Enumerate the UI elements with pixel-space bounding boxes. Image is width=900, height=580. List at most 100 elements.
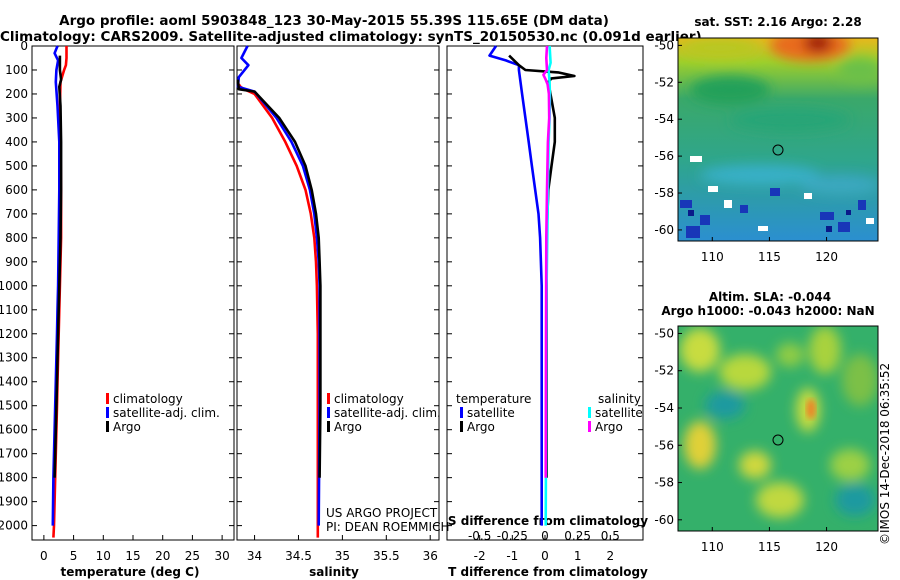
difference-xtick-label: 1: [574, 549, 582, 563]
legend-swatch-argo: [106, 421, 109, 432]
sst-map-frame: [677, 37, 879, 242]
sst-map-title: sat. SST: 2.16 Argo: 2.28: [694, 15, 861, 29]
temperature-legend: climatology satellite-adj. clim. Argo: [106, 392, 220, 434]
sla-lat-tick-label: -54: [654, 401, 674, 415]
depth-tick-label: 200: [5, 87, 28, 101]
difference-stick-label: 0.5: [601, 529, 620, 543]
legend-swatch-argo: [327, 421, 330, 432]
sla-map-image: [678, 326, 878, 531]
legend-label-satellite: satellite-adj. clim.: [334, 406, 441, 420]
depth-tick-label: 500: [5, 159, 28, 173]
legend-swatch-s-argo: [588, 421, 591, 432]
legend-swatch-t-satellite: [460, 407, 463, 418]
temperature-xtick-label: 15: [125, 549, 140, 563]
depth-tick-label: 900: [5, 255, 28, 269]
sla-lon-tick-label: 115: [758, 540, 781, 554]
difference-xtick-label: -2: [474, 549, 486, 563]
legend-label-climatology: climatology: [334, 392, 404, 406]
difference-stick-label: 0: [541, 529, 549, 543]
depth-tick-label: 0: [20, 39, 28, 53]
depth-tick-label: 700: [5, 207, 28, 221]
legend-swatch-climatology: [327, 393, 330, 404]
temperature-xtick-label: 20: [155, 549, 170, 563]
temperature-xtick-label: 30: [214, 549, 229, 563]
depth-tick-label: 1200: [0, 327, 28, 341]
sla-map-subtitle: Argo h1000: -0.043 h2000: NaN: [661, 304, 874, 318]
sst-lat-tick-label: -60: [654, 223, 674, 237]
salinity-xlabel: salinity: [309, 565, 359, 579]
sla-argo-location-marker: [772, 434, 784, 446]
legend-label-s-argo: Argo: [595, 420, 623, 434]
difference-stick-label: -0.5: [468, 529, 491, 543]
sla-lat-tick-label: -60: [654, 513, 674, 527]
sst-lat-tick-label: -50: [654, 38, 674, 52]
depth-tick-label: 1100: [0, 303, 28, 317]
legend-swatch-t-argo: [460, 421, 463, 432]
sst-lat-tick-label: -52: [654, 75, 674, 89]
legend-label-t-satellite: satellite: [467, 406, 515, 420]
salinity-xtick-label: 34: [247, 549, 262, 563]
temperature-xtick-label: 0: [40, 549, 48, 563]
difference-xlabel: T difference from climatology: [448, 565, 648, 579]
depth-tick-label: 2000: [0, 519, 28, 533]
difference-series-salinity-argo: [542, 45, 551, 478]
legend-title-temperature: temperature: [456, 392, 531, 406]
project-annotation: US ARGO PROJECT: [326, 506, 438, 520]
depth-tick-label: 800: [5, 231, 28, 245]
sla-lon-tick-label: 120: [815, 540, 838, 554]
salinity-xtick-label: 34.5: [285, 549, 312, 563]
salinity-legend: climatology satellite-adj. clim. Argo: [327, 392, 441, 434]
temperature-xtick-label: 5: [70, 549, 78, 563]
temperature-series-argo: [53, 55, 63, 478]
sla-map-title: Altim. SLA: -0.044: [709, 290, 831, 304]
difference-xtick-label: -1: [506, 549, 518, 563]
sst-argo-location-marker: [772, 144, 784, 156]
depth-tick-label: 1000: [0, 279, 28, 293]
legend-label-climatology: climatology: [113, 392, 183, 406]
imos-credit: ©IMOS 14-Dec-2018 06:35:52: [878, 363, 892, 545]
temperature-xlabel: temperature (deg C): [61, 565, 200, 579]
sst-lon-tick-label: 120: [815, 250, 838, 264]
depth-tick-label: 1500: [0, 399, 28, 413]
depth-tick-label: 1700: [0, 447, 28, 461]
sst-map-image: [678, 38, 878, 241]
salinity-series-argo: [236, 79, 322, 478]
difference-series-temperature-satellite: [488, 45, 544, 526]
temperature-xtick-label: 25: [185, 549, 200, 563]
depth-tick-label: 1900: [0, 495, 28, 509]
depth-tick-label: 1400: [0, 375, 28, 389]
legend-label-argo: Argo: [113, 420, 141, 434]
s-difference-label: S difference from climatology: [448, 514, 648, 528]
temperature-plot-frame: [31, 45, 235, 541]
difference-stick-label: 0.25: [564, 529, 591, 543]
temperature-xtick-label: 10: [96, 549, 111, 563]
sst-lat-tick-label: -56: [654, 149, 674, 163]
sla-lon-tick-label: 110: [701, 540, 724, 554]
depth-tick-label: 1600: [0, 423, 28, 437]
sla-lat-tick-label: -56: [654, 438, 674, 452]
legend-label-argo: Argo: [334, 420, 362, 434]
sla-map-frame: [677, 325, 879, 532]
depth-tick-label: 100: [5, 63, 28, 77]
sla-lat-tick-label: -50: [654, 326, 674, 340]
plot-title-line2: Climatology: CARS2009. Satellite-adjuste…: [0, 29, 702, 45]
depth-tick-label: 1800: [0, 471, 28, 485]
salinity-xtick-label: 35: [335, 549, 350, 563]
plot-title-line1: Argo profile: aoml 5903848_123 30-May-20…: [59, 13, 609, 29]
difference-xtick-label: 2: [607, 549, 615, 563]
salinity-xtick-label: 36: [423, 549, 438, 563]
sst-lon-tick-label: 110: [701, 250, 724, 264]
sla-lat-tick-label: -58: [654, 476, 674, 490]
salinity-xtick-label: 35.5: [373, 549, 400, 563]
legend-swatch-satellite: [327, 407, 330, 418]
sst-lat-tick-label: -58: [654, 186, 674, 200]
sst-lat-tick-label: -54: [654, 112, 674, 126]
legend-label-s-satellite: satellite: [595, 406, 643, 420]
depth-tick-label: 300: [5, 111, 28, 125]
difference-stick-label: -0.25: [497, 529, 528, 543]
sla-lat-tick-label: -52: [654, 364, 674, 378]
legend-title-salinity: salinity: [598, 392, 641, 406]
legend-label-satellite: satellite-adj. clim.: [113, 406, 220, 420]
difference-legend: temperature satellite Argo salinity sate…: [456, 392, 643, 434]
